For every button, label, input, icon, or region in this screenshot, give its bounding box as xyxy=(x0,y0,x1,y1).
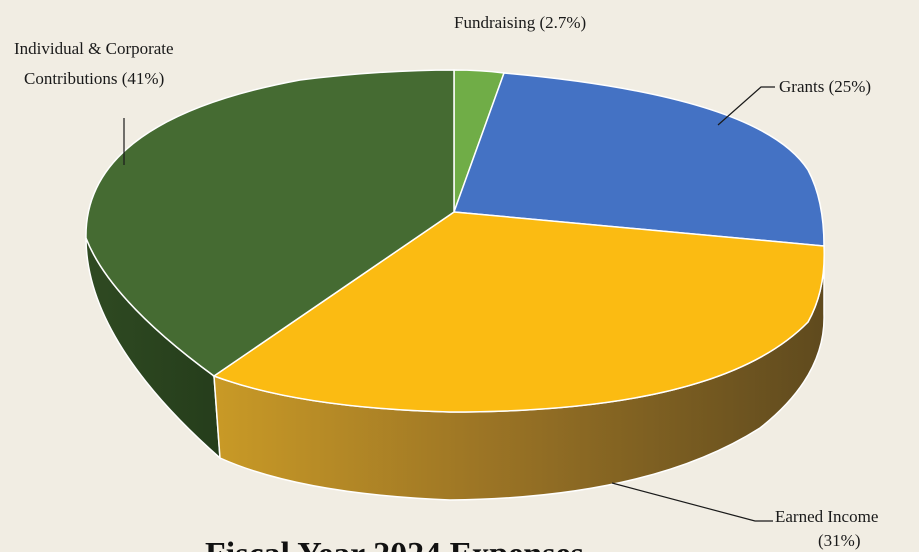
slice-earned-income xyxy=(212,211,825,413)
chart-title: Fiscal Year 2024 Expenses xyxy=(205,536,584,552)
label-contributions-line2: Contributions (41%) xyxy=(24,69,164,88)
slice-labels: Fundraising (2.7%) Grants (25%) Earned I… xyxy=(14,13,878,550)
leader-line-grants xyxy=(717,86,775,126)
slice-grants xyxy=(452,72,825,247)
label-fundraising: Fundraising (2.7%) xyxy=(454,13,586,32)
pie-top xyxy=(85,69,825,413)
leader-lines xyxy=(123,86,775,522)
leader-line-earned-income xyxy=(611,482,773,522)
label-grants: Grants (25%) xyxy=(779,77,871,96)
label-earned-income-line1: Earned Income xyxy=(775,507,878,526)
label-contributions-line1: Individual & Corporate xyxy=(14,39,174,58)
slice-contributions xyxy=(85,69,455,377)
label-earned-income-line2: (31%) xyxy=(818,531,860,550)
